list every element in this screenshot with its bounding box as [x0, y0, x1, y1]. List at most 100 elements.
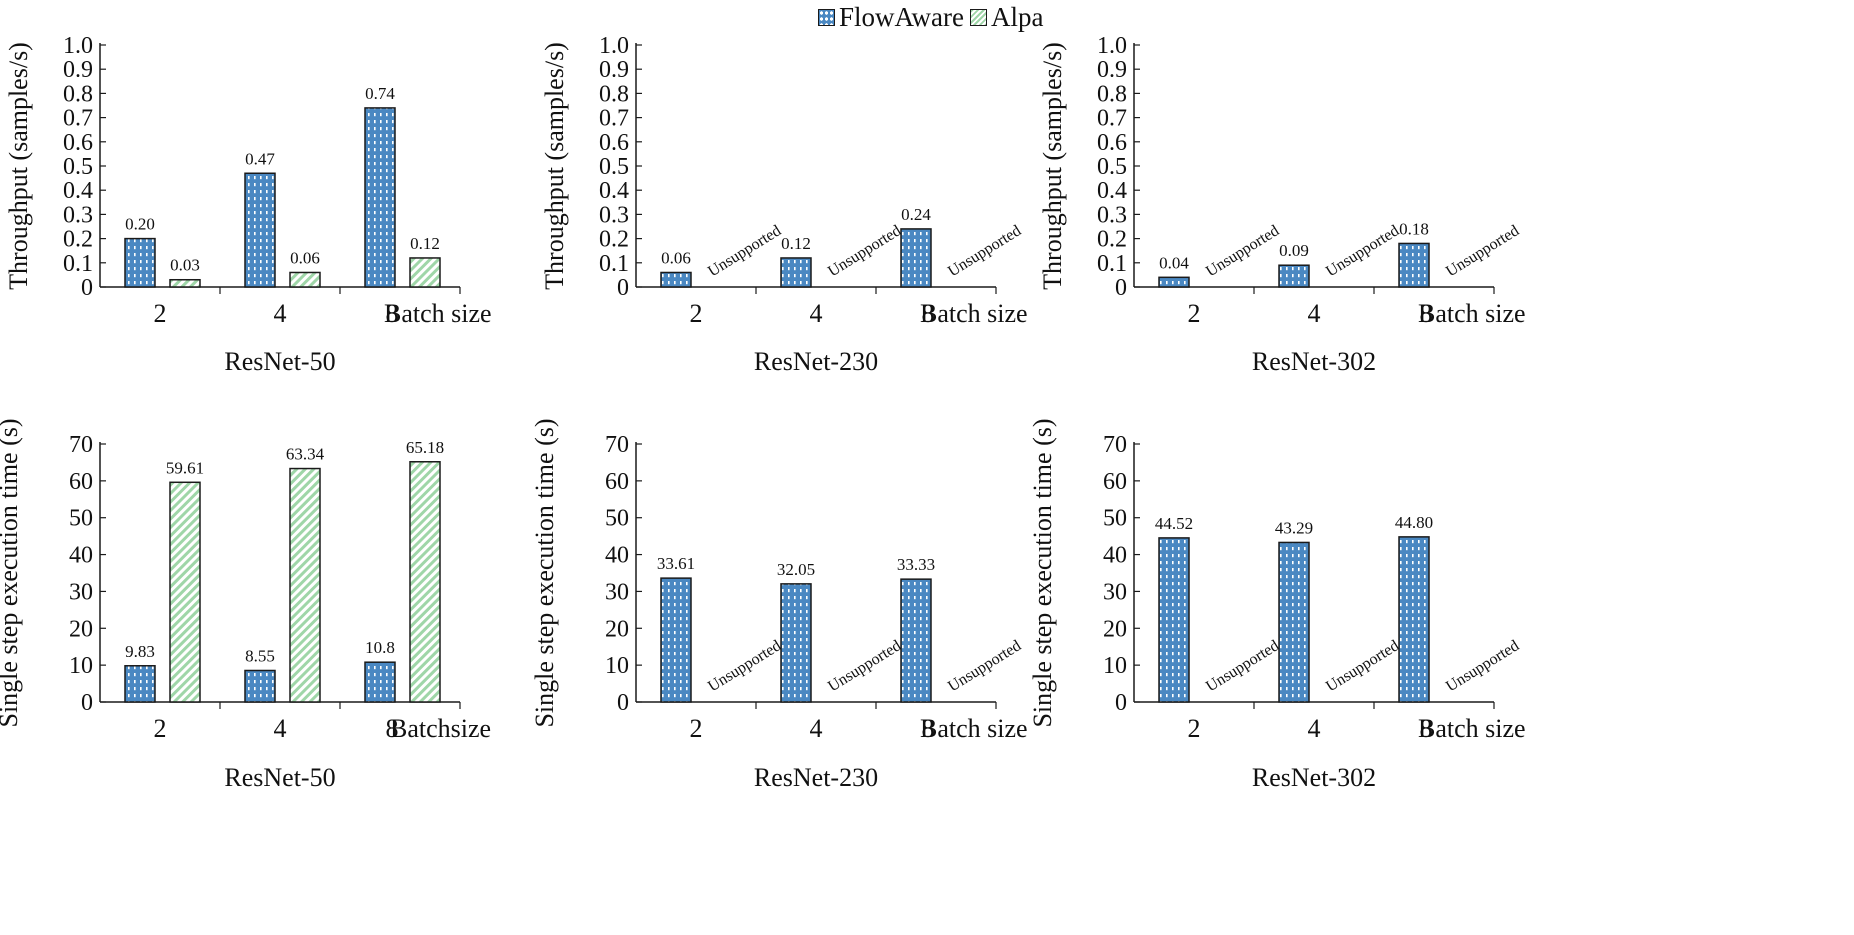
- bar-flowaware: [1398, 536, 1430, 703]
- x-tick-label: 4: [1308, 299, 1321, 328]
- panel-5: 0 10 20 30 40 50 60 70 Single step execution tim…: [530, 418, 1028, 792]
- y-tick-label: 0.3: [63, 202, 93, 228]
- panel-4: 0 10 20 30 40 50 60 70 Single step execution tim…: [0, 418, 491, 792]
- data-label-flowaware: 0.09: [1279, 241, 1309, 260]
- bar-flowaware: [124, 237, 156, 288]
- x-axis-label: Batch size: [1418, 299, 1526, 328]
- data-label-flowaware: 44.52: [1155, 514, 1193, 533]
- y-tick-label: 10: [1103, 653, 1127, 679]
- panel-title: ResNet-50: [224, 347, 335, 376]
- bar-flowaware: [1158, 537, 1190, 703]
- y-tick-label: 30: [605, 579, 629, 605]
- data-label-alpa: 59.61: [166, 458, 204, 477]
- y-tick-label: 0: [617, 690, 629, 716]
- bar-flowaware: [364, 107, 396, 288]
- y-tick-label: 50: [69, 506, 93, 532]
- data-label-flowaware: 44.80: [1395, 513, 1433, 532]
- unsupported-label: Unsupported: [1323, 637, 1402, 695]
- y-tick-label: 0.8: [1097, 81, 1127, 107]
- y-tick-label: 40: [69, 543, 93, 569]
- y-tick-label: 50: [605, 506, 629, 532]
- x-tick-label: 2: [1188, 714, 1201, 743]
- bar-flowaware: [1278, 264, 1310, 288]
- bar-alpa: [409, 257, 441, 288]
- data-label-alpa: 63.34: [286, 445, 325, 464]
- y-tick-label: 60: [1103, 469, 1127, 495]
- x-tick-label: 2: [690, 299, 703, 328]
- y-tick-label: 0: [1115, 690, 1127, 716]
- y-tick-label: 0.1: [1097, 251, 1127, 277]
- unsupported-label: Unsupported: [1443, 222, 1522, 280]
- x-tick-label: 4: [274, 714, 287, 743]
- y-tick-label: 0: [81, 690, 93, 716]
- y-tick-label: 50: [1103, 506, 1127, 532]
- unsupported-label: Unsupported: [1203, 222, 1282, 280]
- y-tick-label: 0.7: [1097, 106, 1127, 132]
- bar-flowaware: [1158, 276, 1190, 288]
- legend: FlowAware Alpa: [818, 0, 1043, 34]
- y-tick-label: 60: [69, 469, 93, 495]
- bar-flowaware: [900, 578, 932, 703]
- legend-label-flowaware: FlowAware: [839, 1, 964, 32]
- data-label-alpa: 0.03: [170, 256, 200, 275]
- bar-flowaware: [1398, 242, 1430, 288]
- unsupported-label: Unsupported: [825, 222, 904, 280]
- y-tick-label: 70: [69, 432, 93, 458]
- y-tick-label: 60: [605, 469, 629, 495]
- data-label-flowaware: 9.83: [125, 642, 155, 661]
- x-tick-label: 4: [810, 299, 823, 328]
- y-tick-label: 0.7: [599, 106, 629, 132]
- y-tick-label: 1.0: [599, 33, 629, 59]
- alpa-swatch-icon: [970, 8, 987, 26]
- unsupported-label: Unsupported: [945, 222, 1024, 280]
- y-tick-label: 10: [69, 653, 93, 679]
- y-tick-label: 0.4: [63, 178, 93, 204]
- y-tick-label: 0.6: [599, 130, 629, 156]
- bar-alpa: [289, 467, 321, 703]
- y-tick-label: 10: [605, 653, 629, 679]
- x-tick-label: 4: [810, 714, 823, 743]
- x-axis-label: Batch size: [384, 299, 492, 328]
- y-axis-label: Single step execution time (s): [1028, 418, 1057, 727]
- y-tick-label: 30: [69, 579, 93, 605]
- y-tick-label: 0: [1115, 275, 1127, 301]
- unsupported-label: Unsupported: [1323, 222, 1402, 280]
- flowaware-swatch-icon: [818, 8, 835, 26]
- x-tick-label: 8: [386, 714, 399, 743]
- x-tick-label: 2: [690, 714, 703, 743]
- bar-alpa: [169, 278, 201, 288]
- y-tick-label: 0.8: [599, 81, 629, 107]
- data-label-flowaware: 0.74: [365, 84, 395, 103]
- y-tick-label: 0.8: [63, 81, 93, 107]
- data-label-alpa: 65.18: [406, 438, 444, 457]
- data-label-flowaware: 33.33: [897, 555, 935, 574]
- y-tick-label: 70: [605, 432, 629, 458]
- y-tick-label: 0.5: [63, 154, 93, 180]
- y-tick-label: 30: [1103, 579, 1127, 605]
- x-tick-label: 8: [1420, 714, 1433, 743]
- y-axis-label: Single step execution time (s): [0, 418, 23, 727]
- panel-title: ResNet-302: [1252, 347, 1376, 376]
- panel-6: 0 10 20 30 40 50 60 70 Single step execution tim…: [1028, 418, 1526, 792]
- y-tick-label: 20: [69, 616, 93, 642]
- y-tick-label: 0.2: [1097, 227, 1127, 253]
- unsupported-label: Unsupported: [705, 637, 784, 695]
- x-tick-label: 8: [1420, 299, 1433, 328]
- data-label-alpa: 0.06: [290, 248, 320, 267]
- y-tick-label: 0.3: [1097, 202, 1127, 228]
- data-label-flowaware: 10.8: [365, 638, 395, 657]
- data-label-flowaware: 0.18: [1399, 219, 1429, 238]
- y-tick-label: 1.0: [63, 33, 93, 59]
- y-tick-label: 0.9: [599, 57, 629, 83]
- y-tick-label: 0: [81, 275, 93, 301]
- panel-title: ResNet-50: [224, 763, 335, 792]
- y-tick-label: 20: [1103, 616, 1127, 642]
- y-tick-label: 0.6: [63, 130, 93, 156]
- x-tick-label: 2: [154, 299, 167, 328]
- y-tick-label: 0.2: [63, 227, 93, 253]
- x-tick-label: 2: [154, 714, 167, 743]
- bar-flowaware: [780, 257, 812, 288]
- bar-flowaware: [900, 228, 932, 288]
- bar-flowaware: [244, 172, 276, 288]
- data-label-flowaware: 0.47: [245, 149, 275, 168]
